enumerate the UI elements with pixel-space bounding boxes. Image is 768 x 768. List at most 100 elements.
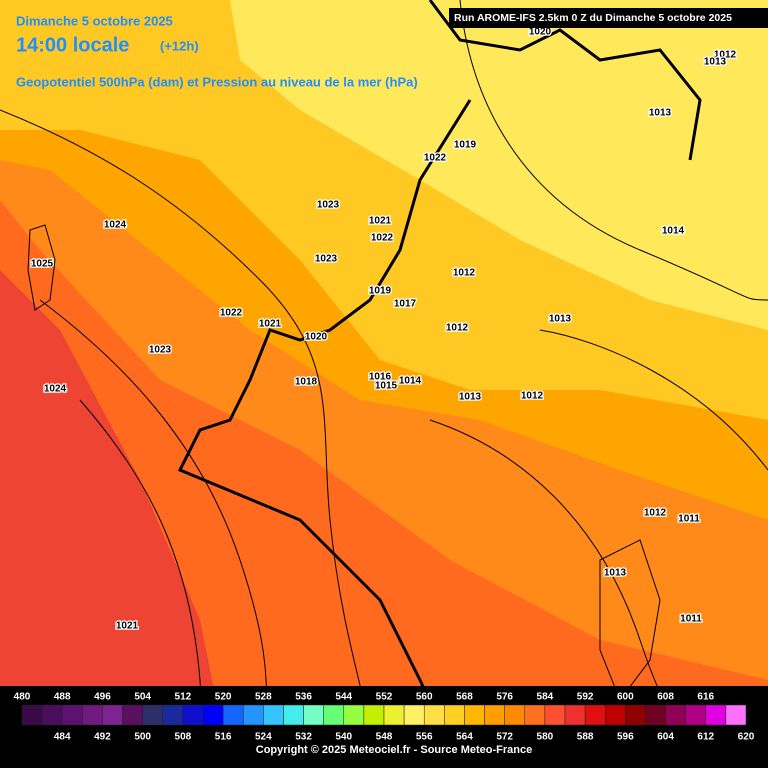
scale-label: 596: [617, 732, 634, 743]
isobar-label: 1013: [459, 392, 482, 403]
scale-label: 540: [335, 732, 352, 743]
isobar-label: 1022: [371, 233, 394, 244]
copyright: Copyright © 2025 Meteociel.fr - Source M…: [256, 744, 532, 756]
scale-label: 584: [537, 692, 554, 703]
isobar-label: 1021: [116, 621, 139, 632]
scale-swatch: [363, 704, 385, 726]
scale-label: 492: [94, 732, 111, 743]
scale-label: 504: [134, 692, 151, 703]
scale-swatch: [182, 704, 204, 726]
isobar-label: 1019: [369, 286, 392, 297]
scale-label: 524: [255, 732, 272, 743]
scale-label: 608: [657, 692, 674, 703]
scale-label: 592: [577, 692, 594, 703]
isobar-label: 1023: [317, 200, 340, 211]
scale-swatch: [484, 704, 505, 726]
scale-label: 500: [134, 732, 151, 743]
scale-label: 528: [255, 692, 272, 703]
scale-swatch: [222, 704, 244, 726]
borders: [177, 0, 702, 768]
scale-swatch: [645, 704, 666, 726]
scale-swatch: [444, 704, 465, 726]
scale-label: 520: [215, 692, 232, 703]
scale-swatch: [725, 704, 747, 726]
isobar-label: 1013: [704, 57, 727, 68]
scale-label: 564: [456, 732, 473, 743]
scale-label: 544: [335, 692, 352, 703]
isobar-label: 1022: [220, 308, 243, 319]
scale-swatch: [343, 704, 365, 726]
scale-swatch: [625, 704, 646, 726]
scale-swatch: [564, 704, 586, 726]
scale-label: 484: [54, 732, 71, 743]
scale-swatch: [41, 704, 63, 726]
isobar-label: 1016: [369, 372, 392, 383]
isobar-label: 1014: [399, 376, 422, 387]
scale-swatch: [202, 704, 224, 726]
scale-label: 560: [416, 692, 433, 703]
scale-swatch: [604, 704, 626, 726]
date: Dimanche 5 octobre 2025: [16, 13, 173, 28]
scale-label: 516: [215, 732, 232, 743]
isobar-label: 1018: [295, 377, 318, 388]
isobar-label: 1025: [31, 259, 54, 270]
isobar-label: 1013: [649, 108, 672, 119]
scale-swatch: [283, 704, 304, 726]
isobar-label: 1012: [453, 268, 476, 279]
scale-label: 496: [94, 692, 111, 703]
isobar-label: 1019: [454, 140, 477, 151]
scale-swatch: [303, 704, 324, 726]
scale-swatch: [162, 704, 184, 726]
scale-label: 556: [416, 732, 433, 743]
isobar-label: 1014: [662, 226, 685, 237]
scale-label: 552: [376, 692, 393, 703]
time: 14:00 locale: [16, 34, 129, 56]
scale-swatch: [122, 704, 143, 726]
scale-swatch: [584, 704, 606, 726]
run-label: Run AROME-IFS 2.5km 0 Z du Dimanche 5 oc…: [454, 12, 732, 24]
isobar-label: 1015: [375, 381, 398, 392]
isobar-label: 1011: [680, 614, 702, 625]
legend-bar: [0, 686, 768, 768]
scale-label: 568: [456, 692, 473, 703]
scale-label: 536: [295, 692, 312, 703]
isobar-label: 1024: [44, 384, 67, 395]
scale-swatch: [464, 704, 485, 726]
scale-swatch: [242, 704, 264, 726]
scale-swatch: [403, 704, 425, 726]
scale-label: 600: [617, 692, 634, 703]
isobar-label: 1013: [604, 568, 627, 579]
isobar-label: 1021: [369, 216, 392, 227]
isobar-label: 1024: [104, 220, 127, 231]
scale-label: 612: [697, 732, 714, 743]
scale-label: 580: [537, 732, 554, 743]
scale-swatch: [21, 704, 43, 726]
isobar-label: 1023: [315, 254, 338, 265]
isobar-label: 1023: [149, 345, 172, 356]
isobar-label: 1021: [259, 319, 282, 330]
scale-label: 532: [295, 732, 312, 743]
isobar-label: 1022: [424, 153, 447, 164]
isobar-label: 1012: [446, 323, 469, 334]
scale-label: 572: [496, 732, 513, 743]
scale-swatch: [685, 704, 707, 726]
scale-swatch: [102, 704, 123, 726]
scale-label: 480: [14, 692, 31, 703]
scale-label: 588: [577, 732, 594, 743]
scale-swatch: [504, 704, 526, 726]
scale-swatch: [323, 704, 345, 726]
scale-swatch: [82, 704, 103, 726]
run-box: [449, 8, 768, 28]
scale-swatch: [142, 704, 164, 726]
scale-label: 508: [175, 732, 192, 743]
scale-swatch: [705, 704, 727, 726]
scale-swatch: [263, 704, 284, 726]
scale-label: 604: [657, 732, 674, 743]
scale-swatch: [423, 704, 445, 726]
scale-label: 576: [496, 692, 513, 703]
scale-swatch: [61, 704, 83, 726]
isobar-label: 1017: [394, 299, 417, 310]
isobar-label: 1020: [529, 27, 552, 38]
scale-label: 620: [738, 732, 755, 743]
